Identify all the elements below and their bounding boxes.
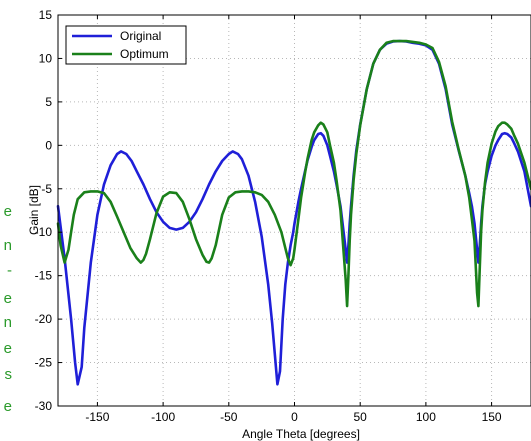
side-text-fragment: e [3,203,12,220]
y-tick-label: -20 [35,312,53,326]
y-tick-label: -5 [41,182,52,196]
legend-label-original: Original [120,29,161,43]
x-tick-label: 150 [482,410,502,424]
x-tick-label: -50 [220,410,238,424]
x-tick-label: 50 [354,410,368,424]
y-tick-label: 15 [39,8,53,22]
y-tick-label: -30 [35,399,53,413]
side-text-fragment: n [3,314,12,331]
grid [58,15,531,406]
y-tick-label: 0 [45,138,52,152]
series-line-optimum [56,39,531,308]
x-tick-label: -100 [151,410,175,424]
side-text-fragment: n [3,237,12,254]
y-tick-label: 5 [45,95,52,109]
y-tick-label: -15 [35,269,53,283]
series-lines [56,39,531,386]
y-tick-label: -10 [35,225,53,239]
side-text-fragment: - [7,262,12,279]
ticks: -150 -100 -50 0 50 100 150151050-5-10-15-20-25… [35,8,502,424]
y-tick-label: 10 [39,51,53,65]
legend: Original Optimum [65,25,187,65]
side-text-fragment: s [4,366,13,383]
side-text-fragment: e [3,290,12,307]
x-tick-label: -150 [85,410,109,424]
y-tick-label: -25 [35,356,53,370]
legend-label-optimum: Optimum [120,47,169,61]
x-axis-label: Angle Theta [degrees] [242,427,360,441]
cropped-side-text: e n - e n e s e [0,0,24,441]
series-line-original [56,39,531,386]
x-tick-label: 100 [416,410,436,424]
y-axis-label: Gain [dB] [27,185,41,235]
x-tick-label: 0 [291,410,298,424]
side-text-fragment: e [3,398,12,415]
side-text-fragment: e [3,340,12,357]
legend-box [65,25,187,65]
